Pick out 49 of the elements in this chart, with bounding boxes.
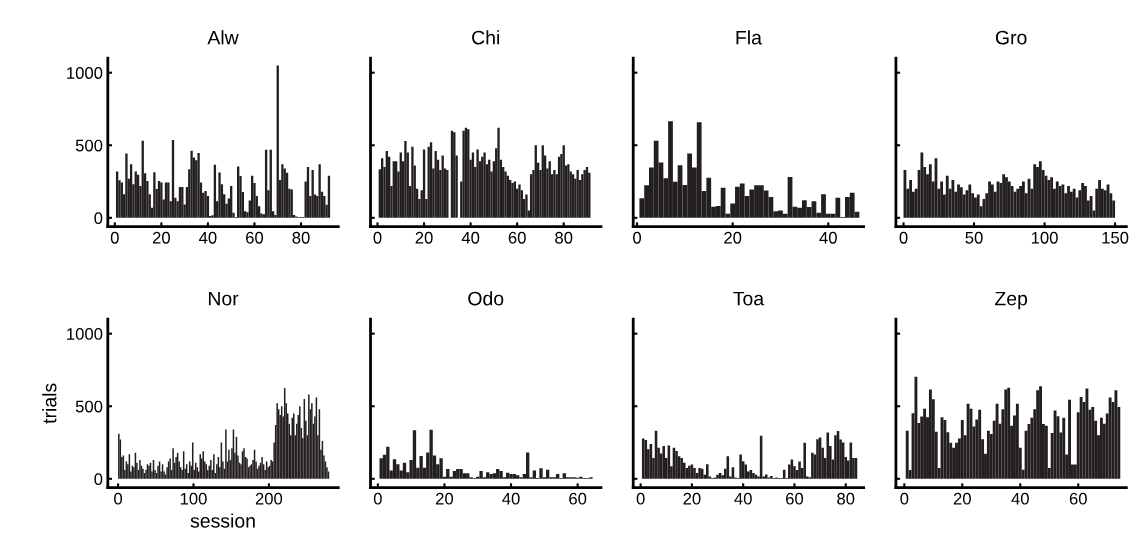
x-tick-label: 40 <box>734 492 752 505</box>
x-tick-label: 60 <box>246 231 264 244</box>
x-tick-label: 60 <box>508 231 526 244</box>
x-tick-label: 80 <box>837 492 855 505</box>
x-tick-label: 0 <box>636 492 645 505</box>
x-tick-label: 100 <box>1031 231 1058 244</box>
y-axis-title: trials <box>42 383 57 424</box>
x-tick-label: 40 <box>819 231 837 244</box>
x-tick-label: 0 <box>373 231 382 244</box>
x-tick-label: 0 <box>633 231 642 244</box>
chart-title: Alw <box>207 30 239 45</box>
chart-title: Chi <box>472 30 500 45</box>
x-tick-label: 0 <box>110 231 119 244</box>
x-tick-label: 150 <box>1102 231 1129 244</box>
chart-title: Fla <box>736 30 762 45</box>
x-tick-label: 40 <box>502 492 520 505</box>
x-tick-label: 0 <box>899 231 908 244</box>
x-tick-label: 60 <box>569 492 587 505</box>
x-tick-label: 80 <box>292 231 310 244</box>
y-tick-label: 1000 <box>67 67 103 79</box>
x-tick-label: 60 <box>1069 492 1087 505</box>
y-tick-label: 1000 <box>67 328 103 340</box>
x-tick-label: 40 <box>461 231 480 244</box>
x-tick-label: 20 <box>436 492 454 505</box>
y-tick-label: 500 <box>75 139 103 152</box>
y-tick-label: 0 <box>94 212 103 225</box>
x-tick-label: 40 <box>1011 492 1029 505</box>
chart-title: Gro <box>995 30 1027 45</box>
chart-title: Odo <box>468 291 504 306</box>
x-tick-label: 100 <box>180 492 207 505</box>
x-tick-label: 50 <box>965 231 983 244</box>
y-tick-label: 500 <box>75 400 103 413</box>
x-tick-label: 20 <box>683 492 701 505</box>
x-tick-label: 20 <box>724 231 742 244</box>
x-tick-label: 80 <box>555 231 573 244</box>
chart-title: Toa <box>733 291 765 306</box>
y-tick-label: 0 <box>94 473 103 486</box>
x-tick-label: 0 <box>114 492 123 505</box>
x-tick-label: 20 <box>152 231 170 244</box>
x-tick-label: 40 <box>199 231 217 244</box>
x-tick-label: 200 <box>255 492 283 505</box>
chart-title: Zep <box>995 291 1028 310</box>
x-axis-title: session <box>190 513 255 528</box>
x-tick-label: 20 <box>415 231 433 244</box>
x-tick-label: 60 <box>786 492 804 505</box>
x-tick-label: 0 <box>900 492 909 505</box>
chart-title: Nor <box>208 291 239 306</box>
x-tick-label: 0 <box>373 492 382 505</box>
x-tick-label: 20 <box>953 492 971 505</box>
